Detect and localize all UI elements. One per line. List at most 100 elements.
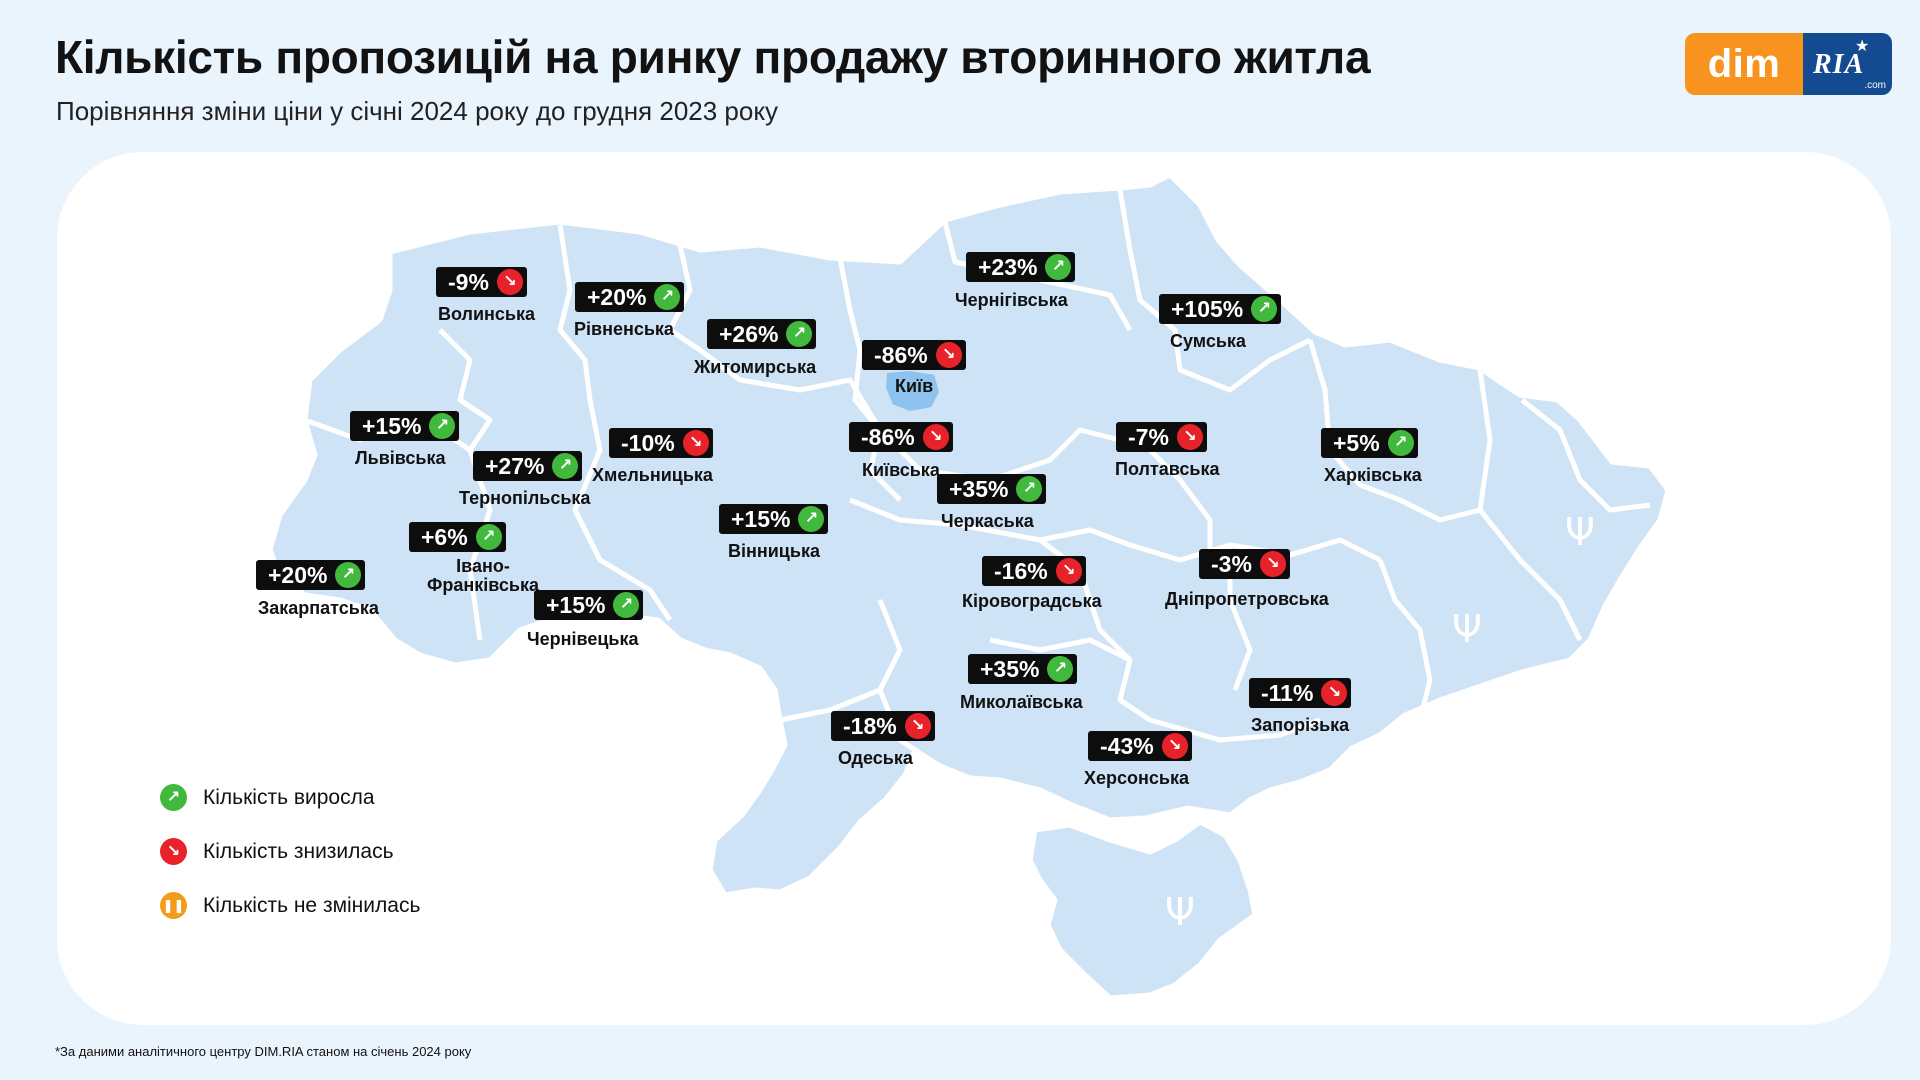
region-name-kyivska: Київська [862,460,940,480]
region-badge-mykolaivska: +35% ↗ [968,654,1078,684]
region-badge-sumska: +105% ↗ [1159,294,1282,324]
region-badge-zhytomyrska: +26% ↗ [707,319,817,349]
pause-icon: ❚❚ [160,892,187,919]
crimea-shape [1027,819,1258,1001]
arrow-up-right-icon: ↗ [160,784,187,811]
region-name-chernihivska: Чернігівська [955,290,1068,310]
arrow-down-right-icon: ↘ [1259,551,1286,577]
arrow-up-right-icon: ↗ [654,284,681,310]
region-name-zaporizka: Запорізька [1251,715,1350,735]
region-value: -43% [1100,732,1154,759]
arrow-up-right-icon: ↗ [613,592,640,618]
kyiv-city-shape [884,369,941,413]
region-badge-zaporizka: -11% ↘ [1249,678,1352,708]
region-name-vinnytska: Вінницька [728,541,820,561]
arrow-up-right-icon: ↗ [1045,254,1072,280]
region-badge-ternopilska: +27% ↗ [473,451,583,481]
arrow-up-right-icon: ↗ [475,524,502,550]
region-value: +15% [731,505,791,532]
legend-label: Кількість не змінилась [203,893,421,917]
arrow-up-right-icon: ↗ [1387,430,1414,456]
region-value: -18% [843,712,897,739]
region-name-zakarpatska: Закарпатська [258,598,379,618]
region-value: -86% [874,341,928,368]
region-badge-cherkaska: +35% ↗ [937,474,1047,504]
region-value: -3% [1211,550,1252,577]
star-icon: ★ [1855,38,1870,55]
page-subtitle: Порівняння зміни ціни у січні 2024 року … [56,96,779,126]
arrow-down-right-icon: ↘ [496,269,523,295]
region-badge-khmelnytska: -10% ↘ [609,428,713,458]
region-badge-kyiv: -86% ↘ [862,340,966,370]
region-badge-kyivska: -86% ↘ [849,422,953,452]
region-badge-rivnenska: +20% ↗ [575,282,685,312]
trident-icon: Ψ [1565,510,1595,554]
trident-icon: Ψ [1452,607,1482,651]
arrow-up-right-icon: ↗ [335,562,362,588]
region-value: +15% [546,591,606,618]
region-value: +35% [949,475,1009,502]
region-name-odeska: Одеська [838,748,913,768]
legend-item-same: ❚❚ Кількість не змінилась [160,892,420,919]
region-name-khmelnytska: Хмельницька [592,465,713,485]
logo-ria-text: RIA [1813,49,1865,80]
region-badge-kirovohradska: -16% ↘ [982,556,1086,586]
region-value: -86% [861,423,915,450]
arrow-up-right-icon: ↗ [429,413,456,439]
trident-emblems: Ψ Ψ Ψ [1165,510,1595,934]
arrow-down-right-icon: ↘ [935,342,962,368]
footnote: *За даними аналітичного центру DIM.RIA с… [55,1044,472,1059]
arrow-down-right-icon: ↘ [904,713,931,739]
region-badge-poltavska: -7% ↘ [1116,422,1207,452]
region-badge-ivano-frankivska: +6% ↗ [409,522,506,552]
arrow-down-right-icon: ↘ [1055,558,1082,584]
region-badge-dnipropetrovska: -3% ↘ [1199,549,1290,579]
region-name-kirovohradska: Кіровоградська [962,591,1102,611]
page-title: Кількість пропозицій на ринку продажу вт… [55,31,1371,83]
region-value: -7% [1128,423,1169,450]
region-value: +26% [719,320,779,347]
region-value: -16% [994,557,1048,584]
region-value: +35% [980,655,1040,682]
region-name-ivano-frankivska: Івано-Франківська [427,556,539,595]
arrow-up-right-icon: ↗ [786,321,813,347]
arrow-down-right-icon: ↘ [682,430,709,456]
region-value: +27% [485,452,545,479]
region-badge-chernihivska: +23% ↗ [966,252,1076,282]
arrow-down-right-icon: ↘ [922,424,949,450]
region-badge-kharkivska: +5% ↗ [1321,428,1418,458]
legend-label: Кількість знизилась [203,839,394,863]
trident-icon: Ψ [1165,890,1195,934]
region-badge-volynska: -9% ↘ [436,267,527,297]
region-name-poltavska: Полтавська [1115,459,1220,479]
region-name-zhytomyrska: Житомирська [694,357,817,377]
region-name-sumska: Сумська [1170,331,1246,351]
arrow-down-right-icon: ↘ [1176,424,1203,450]
legend-label: Кількість виросла [203,785,375,809]
region-value: -11% [1261,679,1314,706]
legend-item-down: ↘ Кількість знизилась [160,838,394,865]
region-name-rivnenska: Рівненська [574,319,674,339]
region-value: +6% [421,523,468,550]
region-name-khersonska: Херсонська [1084,768,1189,788]
region-badge-zakarpatska: +20% ↗ [256,560,366,590]
region-name-volynska: Волинська [438,304,536,324]
region-value: -10% [621,429,675,456]
arrow-down-right-icon: ↘ [1161,733,1188,759]
region-name-lvivska: Львівська [355,448,446,468]
region-value: +105% [1171,295,1244,322]
dim-ria-logo[interactable]: dim ★ RIA .com [1685,33,1892,95]
region-badge-odeska: -18% ↘ [831,711,935,741]
region-name-mykolaivska: Миколаївська [960,692,1083,712]
region-value: +20% [587,283,647,310]
region-value: +20% [268,561,328,588]
arrow-up-right-icon: ↗ [1047,656,1074,682]
region-badge-khersonska: -43% ↘ [1088,731,1192,761]
logo-ria-domain: .com [1864,80,1886,91]
region-name-dnipropetrovska: Дніпропетровська [1165,589,1329,609]
region-value: +23% [978,253,1038,280]
region-name-cherkaska: Черкаська [941,511,1034,531]
region-name-ternopilska: Тернопільська [459,488,591,508]
region-badge-vinnytska: +15% ↗ [719,504,829,534]
